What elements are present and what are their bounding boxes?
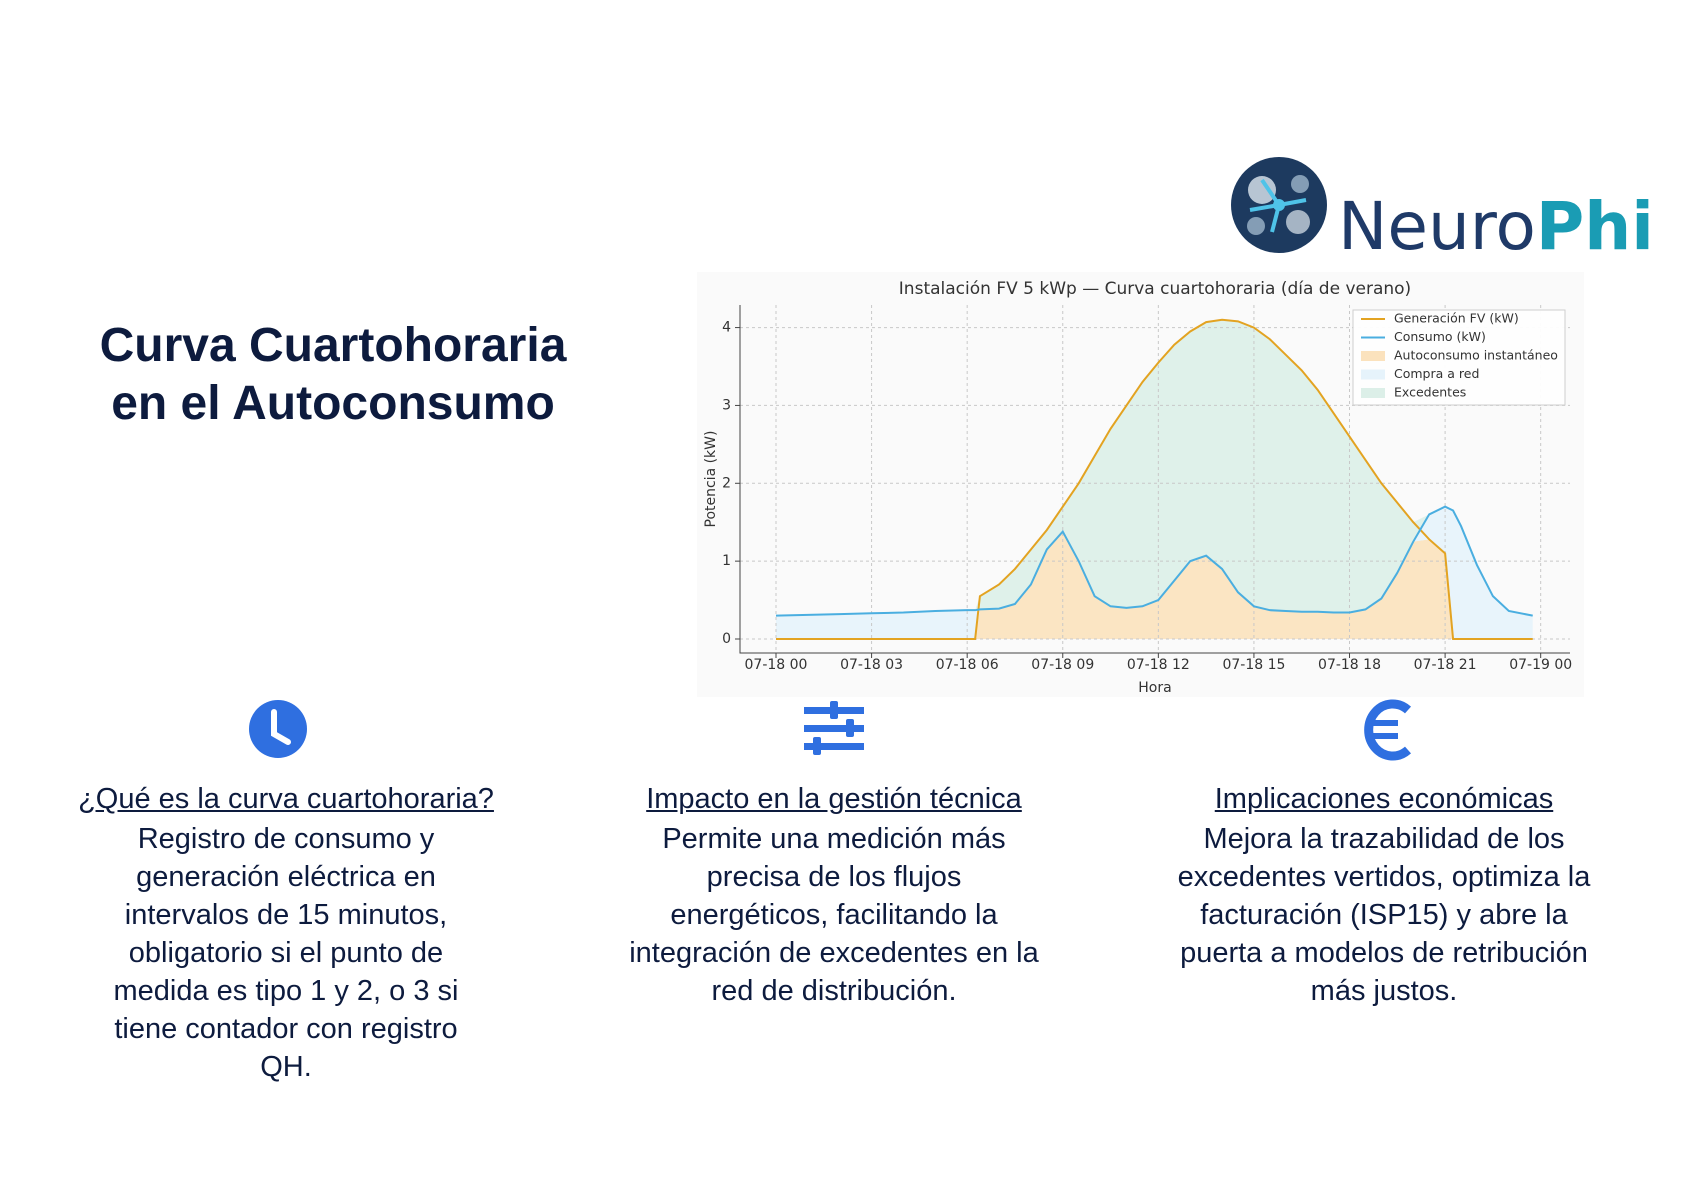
x-tick-label: 07-18 00	[745, 657, 808, 673]
y-tick-label: 1	[722, 553, 731, 569]
x-tick-label: 07-18 12	[1127, 657, 1190, 673]
column-text-line: Registro de consumo y	[137, 823, 435, 855]
y-tick-label: 0	[722, 631, 731, 647]
axes	[739, 305, 1570, 654]
euro-icon	[1364, 699, 1412, 761]
column-text-line: tiene contador con registro	[114, 1013, 458, 1045]
area	[776, 319, 1533, 616]
column-text-line: medida es tipo 1 y 2, o 3 si	[113, 975, 459, 1007]
title: Curva Cuartohoraria	[99, 319, 567, 372]
column-heading: Impacto en la gestión técnica	[646, 783, 1022, 815]
x-tick-label: 07-18 18	[1318, 657, 1381, 673]
column-text-line: precisa de los flujos	[706, 861, 962, 893]
x-axis-label: Hora	[1138, 680, 1171, 696]
column-text-line: integración de excedentes en la	[629, 937, 1039, 969]
legend-swatch	[1361, 369, 1385, 380]
y-axis-label: Potencia (kW)	[703, 431, 719, 528]
x-tick-label: 07-18 09	[1031, 657, 1094, 673]
logo-text-a: Neuro	[1338, 188, 1536, 265]
chart-title: Instalación FV 5 kWp — Curva cuartohorar…	[899, 279, 1411, 299]
chart: Instalación FV 5 kWp — Curva cuartohorar…	[703, 279, 1572, 696]
column-text-line: más justos.	[1310, 975, 1458, 1007]
logo-icon	[1231, 157, 1327, 253]
legend-swatch	[1361, 388, 1385, 398]
column-text-line: energéticos, facilitando la	[670, 899, 998, 931]
sliders-icon	[804, 701, 864, 755]
y-tick-label: 4	[722, 320, 731, 336]
legend-label: Compra a red	[1394, 366, 1479, 381]
legend-label: Autoconsumo instantáneo	[1394, 348, 1558, 363]
logo-text: NeuroPhi	[1338, 192, 1654, 262]
x-tick-label: 07-18 15	[1222, 657, 1285, 673]
column-text-line: obligatorio si el punto de	[128, 937, 444, 969]
legend-swatch	[1361, 351, 1385, 361]
column-heading: Implicaciones económicas	[1214, 783, 1554, 815]
area	[776, 531, 1533, 639]
column-text-line: generación eléctrica en	[136, 861, 436, 893]
legend-label: Excedentes	[1394, 385, 1466, 400]
column-text-line: red de distribución.	[711, 975, 957, 1007]
logo-text-b: Phi	[1535, 188, 1654, 265]
info-column: Impacto en la gestión técnica Permite una…	[554, 780, 1114, 1010]
x-tick-label: 07-18 21	[1414, 657, 1477, 673]
series-line	[775, 505, 1533, 617]
legend-label: Consumo (kW)	[1394, 329, 1486, 344]
column-text-line: puerta a modelos de retribución	[1180, 937, 1588, 969]
column-text-line: facturación (ISP15) y abre la	[1200, 899, 1568, 931]
y-tick-label: 3	[722, 397, 731, 413]
column-text-line: Mejora la trazabilidad de los	[1203, 823, 1565, 855]
x-tick-label: 07-18 03	[840, 657, 903, 673]
legend-label: Generación FV (kW)	[1394, 311, 1519, 326]
title: en el Autoconsumo	[111, 377, 555, 430]
clock-icon	[249, 700, 307, 758]
column-text-line: excedentes vertidos, optimiza la	[1177, 861, 1591, 893]
column-heading: ¿Qué es la curva cuartohoraria?	[78, 783, 494, 815]
info-column: Implicaciones económicas Mejora la trazab…	[1104, 780, 1664, 1010]
series-line	[776, 318, 1533, 640]
column-text-line: Permite una medición más	[662, 823, 1006, 855]
y-tick-label: 2	[722, 475, 731, 491]
x-tick-label: 07-18 06	[936, 657, 999, 673]
x-tick-label: 07-19 00	[1509, 657, 1572, 673]
column-text-line: intervalos de 15 minutos,	[124, 899, 448, 931]
info-column: ¿Qué es la curva cuartohoraria? Registro …	[6, 780, 566, 1086]
legend-box	[1352, 309, 1566, 406]
column-text-line: QH.	[260, 1051, 312, 1083]
